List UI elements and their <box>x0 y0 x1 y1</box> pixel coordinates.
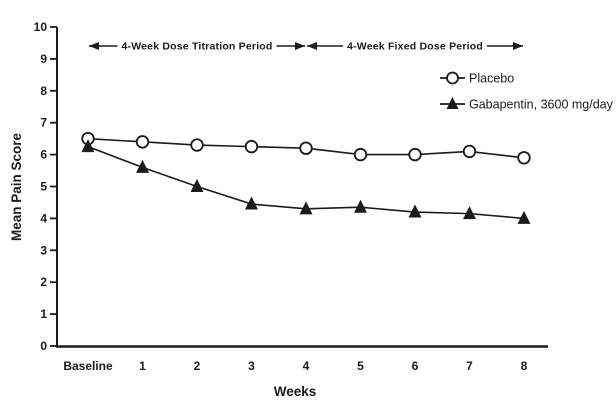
gabapentin-marker-icon <box>245 196 258 210</box>
x-axis-category-label: Baseline <box>63 359 113 373</box>
placebo-marker-icon <box>135 135 150 149</box>
arrowhead-icon <box>89 42 99 50</box>
placebo-marker-icon <box>462 144 477 159</box>
legend: Placebo Gabapentin, 3600 mg/day <box>440 72 614 112</box>
y-axis-tick-label: 7 <box>40 116 47 130</box>
period-annotation: 4-Week Fixed Dose Period <box>307 40 523 53</box>
legend-entry: Gabapentin, 3600 mg/day <box>440 97 614 112</box>
x-axis-category-label: 6 <box>412 359 419 373</box>
placebo-marker-icon <box>299 141 313 155</box>
y-axis-tick-label: 1 <box>40 307 47 321</box>
x-axis-category-label: 1 <box>139 359 146 373</box>
y-axis-title: Mean Pain Score <box>9 132 24 241</box>
period-annotation-label: 4-Week Dose Titration Period <box>121 41 272 53</box>
y-axis-tick-label: 3 <box>40 243 47 257</box>
legend-entry: Placebo <box>440 72 514 86</box>
annotation-label-background <box>343 40 487 53</box>
placebo-marker-icon <box>408 147 422 162</box>
placebo-marker-icon <box>190 138 204 152</box>
placebo-marker-icon <box>244 139 259 154</box>
gabapentin-marker-icon <box>299 201 313 215</box>
y-axis-tick-label: 5 <box>40 180 47 194</box>
legend-entry-label: Placebo <box>469 72 514 86</box>
y-axis-tick-label: 10 <box>34 20 48 34</box>
legend-entry-label: Gabapentin, 3600 mg/day <box>469 98 614 112</box>
placebo-marker-icon <box>353 147 368 162</box>
period-annotation: 4-Week Dose Titration Period <box>89 40 305 53</box>
series-placebo <box>81 131 531 165</box>
gabapentin-marker-icon <box>354 199 367 213</box>
x-axis-category-label: 5 <box>357 359 364 373</box>
arrowhead-icon <box>307 42 317 50</box>
y-axis-tick-label: 2 <box>40 275 47 289</box>
series-gabapentin <box>81 139 531 224</box>
gabapentin-marker-icon <box>136 159 149 173</box>
arrowhead-icon <box>295 42 305 50</box>
gabapentin-marker-icon <box>446 97 459 109</box>
placebo-marker-icon <box>517 151 531 165</box>
gabapentin-marker-icon <box>463 206 476 220</box>
x-axis-title: Weeks <box>274 384 317 399</box>
gabapentin-marker-icon <box>517 210 531 224</box>
axes: 0 1 2 3 4 5 6 7 8 9 10 Baseline 1 2 3 4 5 6 7 8 Weeks Mean Pa… <box>9 20 548 399</box>
x-axis-category-label: 7 <box>466 359 473 373</box>
x-axis-category-label: 4 <box>303 359 310 373</box>
y-axis-tick-label: 4 <box>40 211 47 225</box>
gabapentin-marker-icon <box>408 204 422 218</box>
y-axis-tick-label: 8 <box>40 84 47 98</box>
y-axis-tick-label: 6 <box>40 148 47 162</box>
y-axis-tick-label: 0 <box>40 339 47 353</box>
gabapentin-marker-icon <box>81 139 95 153</box>
placebo-marker-icon <box>446 71 459 85</box>
period-annotation-label: 4-Week Fixed Dose Period <box>347 41 483 53</box>
y-axis-tick-label: 9 <box>40 52 47 66</box>
x-axis-category-label: 2 <box>194 359 201 373</box>
annotation-label-background <box>117 40 277 53</box>
x-axis-category-label: 3 <box>248 359 255 373</box>
gabapentin-marker-icon <box>190 179 204 192</box>
x-axis-category-label: 8 <box>521 359 528 373</box>
arrowhead-icon <box>513 42 523 50</box>
